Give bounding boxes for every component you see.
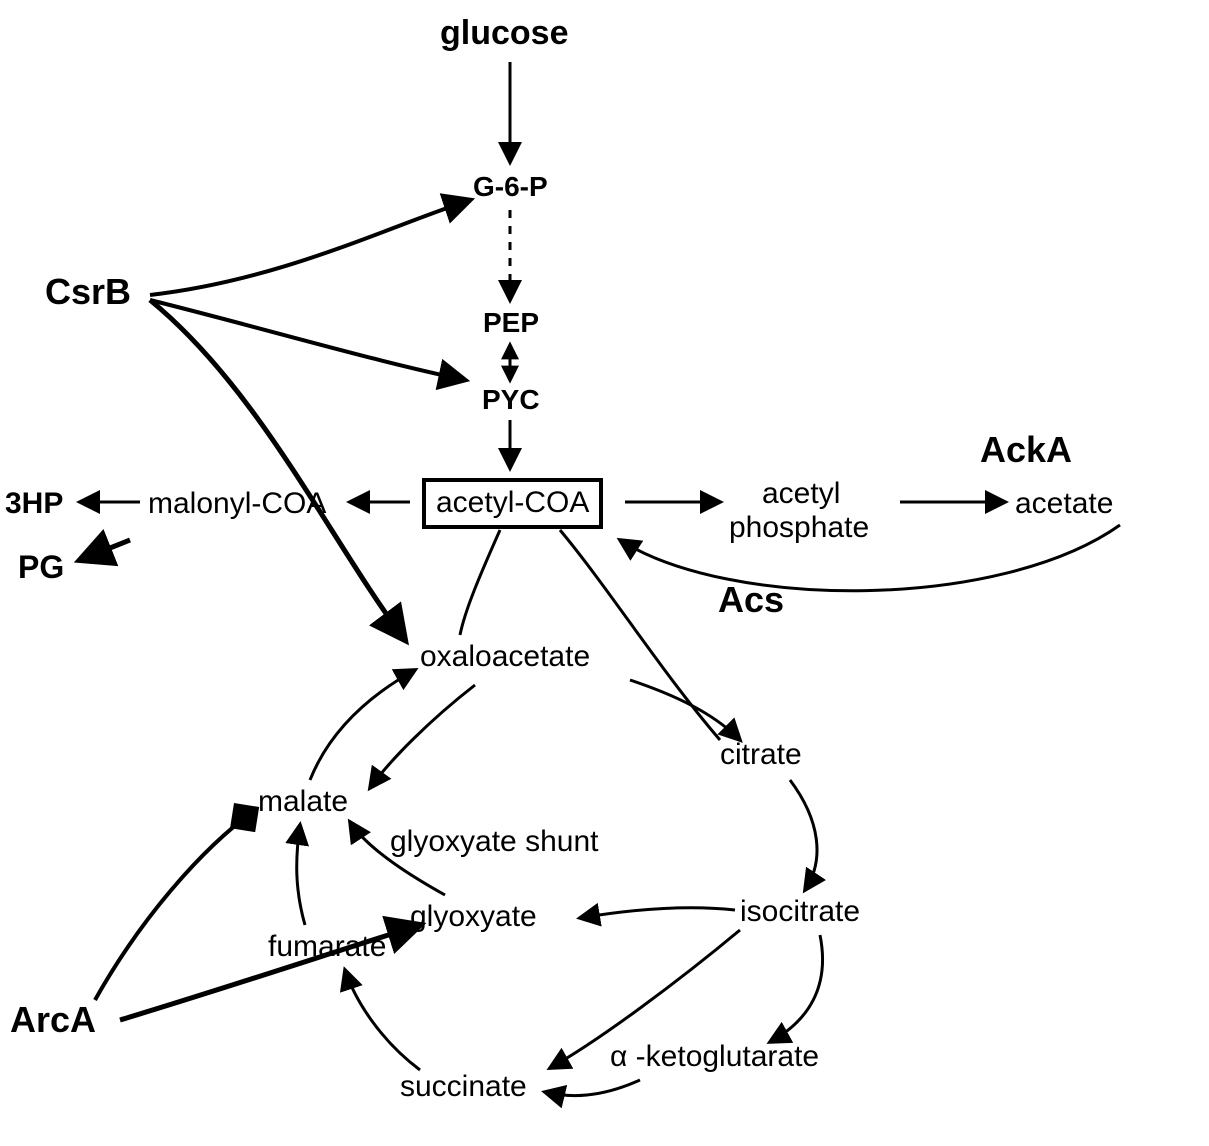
pathway-diagram: glucose G-6-P CsrB PEP PYC AckA 3HP malo… [0, 0, 1209, 1146]
edge-acetate-to-acetyl [620, 525, 1120, 591]
edge-layer [0, 0, 1209, 1146]
edge-csrb-to-g6p [150, 200, 470, 295]
node-succinate: succinate [400, 1070, 527, 1103]
edge-fumarate-to-malate [297, 825, 305, 925]
node-glucose: glucose [440, 15, 568, 52]
edge-arca-to-malate [95, 810, 255, 1000]
edge-iso-to-aketo [770, 935, 823, 1042]
node-citrate: citrate [720, 738, 802, 771]
node-a-ketoglutarate: α -ketoglutarate [610, 1040, 819, 1073]
node-pyc: PYC [482, 385, 540, 416]
node-pg: PG [18, 550, 64, 585]
edge-csrb-to-oxalo [150, 300, 405, 640]
node-csrb: CsrB [45, 272, 131, 312]
node-arca: ArcA [10, 1000, 96, 1040]
node-acka: AckA [980, 430, 1072, 470]
node-glyoxylate: glyoxyate [410, 900, 537, 933]
edge-succ-to-fumarate [345, 970, 420, 1070]
edge-malate-to-oxalo [310, 670, 415, 780]
node-fumarate: fumarate [268, 930, 386, 963]
edge-iso-to-glyox [580, 908, 735, 918]
edge-citrate-to-iso [790, 780, 817, 890]
node-acetyl-phosphate-1: acetyl [762, 477, 840, 510]
node-acetyl-coa-box: acetyl-COA [422, 478, 603, 529]
node-acs: Acs [718, 580, 784, 620]
edge-acetyl-to-oxalo [460, 530, 500, 635]
edge-aketo-to-succ [545, 1080, 640, 1096]
node-g6p: G-6-P [473, 172, 548, 203]
node-isocitrate: isocitrate [740, 895, 860, 928]
node-glyoxylate-shunt: glyoxyate shunt [390, 825, 598, 858]
node-acetate: acetate [1015, 487, 1113, 520]
node-acetyl-phosphate-2: phosphate [729, 511, 869, 544]
node-malonyl-coa: malonyl-COA [148, 487, 326, 520]
node-pep: PEP [483, 308, 539, 339]
edge-oxalo-to-malate-inner [370, 685, 475, 788]
node-acetyl-coa: acetyl-COA [436, 486, 589, 519]
edge-oxalo-to-citrate [630, 680, 740, 740]
edge-csrb-to-pyc [150, 300, 465, 380]
node-3hp: 3HP [5, 487, 63, 520]
edge-malonyl-to-pg [80, 540, 130, 560]
node-oxaloacetate: oxaloacetate [420, 640, 590, 673]
node-malate: malate [258, 785, 348, 818]
